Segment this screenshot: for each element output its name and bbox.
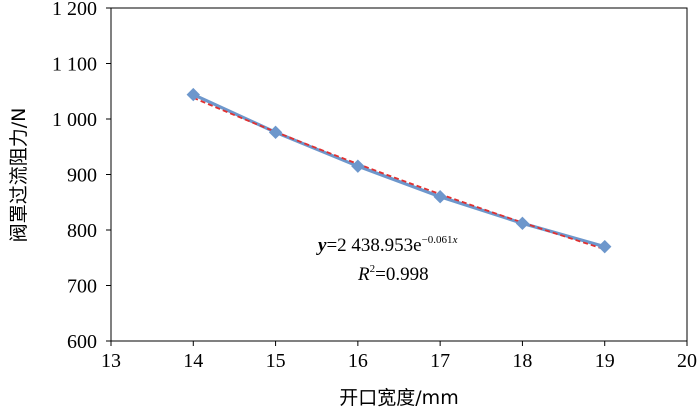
r-squared-var: R: [357, 264, 370, 285]
data-point: [186, 87, 200, 102]
x-tick-label: 13: [101, 350, 121, 372]
x-tick-label: 18: [512, 350, 532, 372]
y-tick-label: 800: [67, 220, 97, 242]
equation-y-var: y: [316, 235, 327, 256]
data-point: [351, 159, 365, 173]
y-tick-label: 700: [67, 276, 97, 298]
x-tick-label: 17: [430, 350, 450, 372]
y-tick-label: 600: [67, 331, 97, 353]
plot-area: [110, 7, 688, 342]
y-axis-tick-labels: 600 700 800 900 1 000 1 100 1 200: [52, 0, 97, 353]
y-axis-label: 阀罩过流阻力/N: [8, 108, 30, 243]
equation-exponent: −0.061: [422, 234, 453, 246]
r-squared-power: 2: [370, 263, 376, 275]
data-point: [268, 125, 283, 140]
y-tick-label: 1 200: [52, 0, 97, 20]
data-point: [433, 189, 447, 204]
series-layer: [186, 87, 612, 254]
y-tick-label: 1 100: [52, 54, 97, 76]
x-tick-label: 20: [677, 350, 697, 372]
equation-coef: 2 438.953e: [337, 235, 421, 256]
x-tick-label: 19: [595, 350, 615, 372]
trendline: [192, 96, 605, 251]
equation-eq-sign: =: [326, 235, 337, 256]
equation-annotation: y=2 438.953e−0.061x: [316, 234, 458, 256]
r-squared-value: =0.998: [375, 264, 428, 285]
y-tick-label: 1 000: [52, 109, 97, 131]
x-tick-label: 15: [266, 350, 286, 372]
data-point: [598, 239, 612, 254]
x-tick-label: 16: [348, 350, 368, 372]
equation-x-var: x: [452, 234, 458, 246]
x-axis-tick-labels: 13 14 15 16 17 18 19 20: [101, 350, 697, 372]
data-point: [515, 216, 530, 231]
x-axis-label: 开口宽度/mm: [339, 387, 458, 409]
y-axis-ticks: [106, 7, 111, 342]
x-tick-label: 14: [183, 350, 203, 372]
y-tick-label: 900: [67, 165, 97, 187]
r-squared-annotation: R2=0.998: [357, 263, 429, 285]
x-axis-ticks: [110, 341, 688, 346]
